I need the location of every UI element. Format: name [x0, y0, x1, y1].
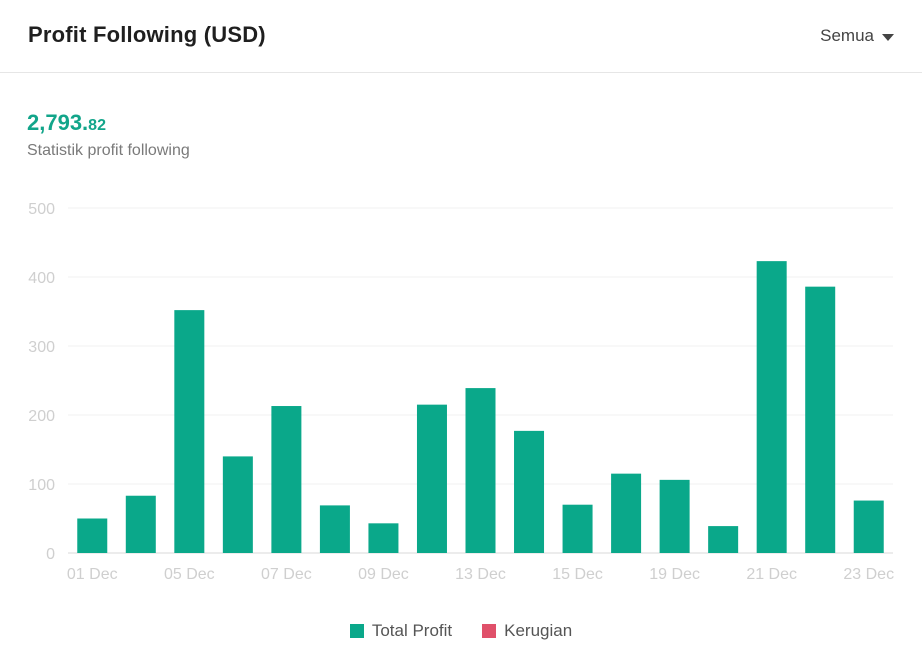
caret-down-icon [882, 33, 894, 41]
bar-total-profit[interactable] [271, 406, 302, 553]
x-tick-label: 01 Dec [67, 566, 118, 583]
bar-total-profit[interactable] [222, 456, 253, 553]
y-tick-label: 0 [46, 546, 55, 563]
y-tick-label: 500 [28, 201, 55, 218]
bar-total-profit[interactable] [562, 504, 593, 553]
y-tick-label: 200 [28, 408, 55, 425]
x-tick-label: 05 Dec [164, 566, 215, 583]
bar-total-profit[interactable] [77, 518, 108, 554]
y-tick-label: 300 [28, 339, 55, 356]
bar-total-profit[interactable] [708, 526, 739, 553]
legend-swatch-loss [482, 624, 497, 638]
x-tick-label: 13 Dec [455, 566, 506, 583]
bar-total-profit[interactable] [659, 479, 690, 553]
bar-total-profit[interactable] [756, 261, 787, 553]
amount-integer: 2,793. [27, 110, 89, 135]
bar-total-profit[interactable] [465, 388, 496, 553]
bar-total-profit[interactable] [805, 286, 836, 553]
legend-item-total-profit[interactable]: Total Profit [349, 621, 453, 641]
legend-label-profit: Total Profit [371, 621, 453, 640]
bar-total-profit[interactable] [853, 500, 884, 553]
bar-total-profit[interactable] [125, 495, 156, 553]
period-filter-dropdown[interactable]: Semua [820, 26, 894, 46]
card-header: Profit Following (USD) Semua [0, 0, 922, 73]
bar-total-profit[interactable] [416, 404, 447, 553]
legend-item-kerugian[interactable]: Kerugian [482, 621, 572, 641]
amount-decimal: 82 [88, 117, 106, 134]
y-tick-label: 100 [28, 477, 55, 494]
legend-label-loss: Kerugian [504, 621, 573, 640]
bar-total-profit[interactable] [611, 473, 642, 553]
bar-total-profit[interactable] [514, 430, 545, 553]
x-tick-label: 23 Dec [843, 566, 894, 583]
bar-total-profit[interactable] [368, 523, 399, 553]
y-tick-label: 400 [28, 270, 55, 287]
card-title: Profit Following (USD) [28, 22, 266, 47]
x-tick-label: 09 Dec [358, 566, 409, 583]
x-tick-label: 21 Dec [746, 566, 797, 583]
chart-subtitle: Statistik profit following [27, 142, 190, 159]
legend-swatch-profit [349, 624, 364, 638]
x-tick-label: 15 Dec [552, 566, 603, 583]
x-tick-label: 19 Dec [649, 566, 700, 583]
chart-legend: Total Profit Kerugian [0, 621, 922, 641]
total-profit-amount: 2,793.82 [27, 110, 106, 136]
bar-total-profit[interactable] [174, 310, 205, 553]
period-filter-label: Semua [820, 26, 874, 45]
profit-bar-chart: 0 100 200 300 400 500 01 Dec 05 Dec 07 Dec 09 Dec… [28, 201, 894, 583]
bar-total-profit[interactable] [319, 505, 350, 553]
x-tick-label: 07 Dec [261, 566, 312, 583]
